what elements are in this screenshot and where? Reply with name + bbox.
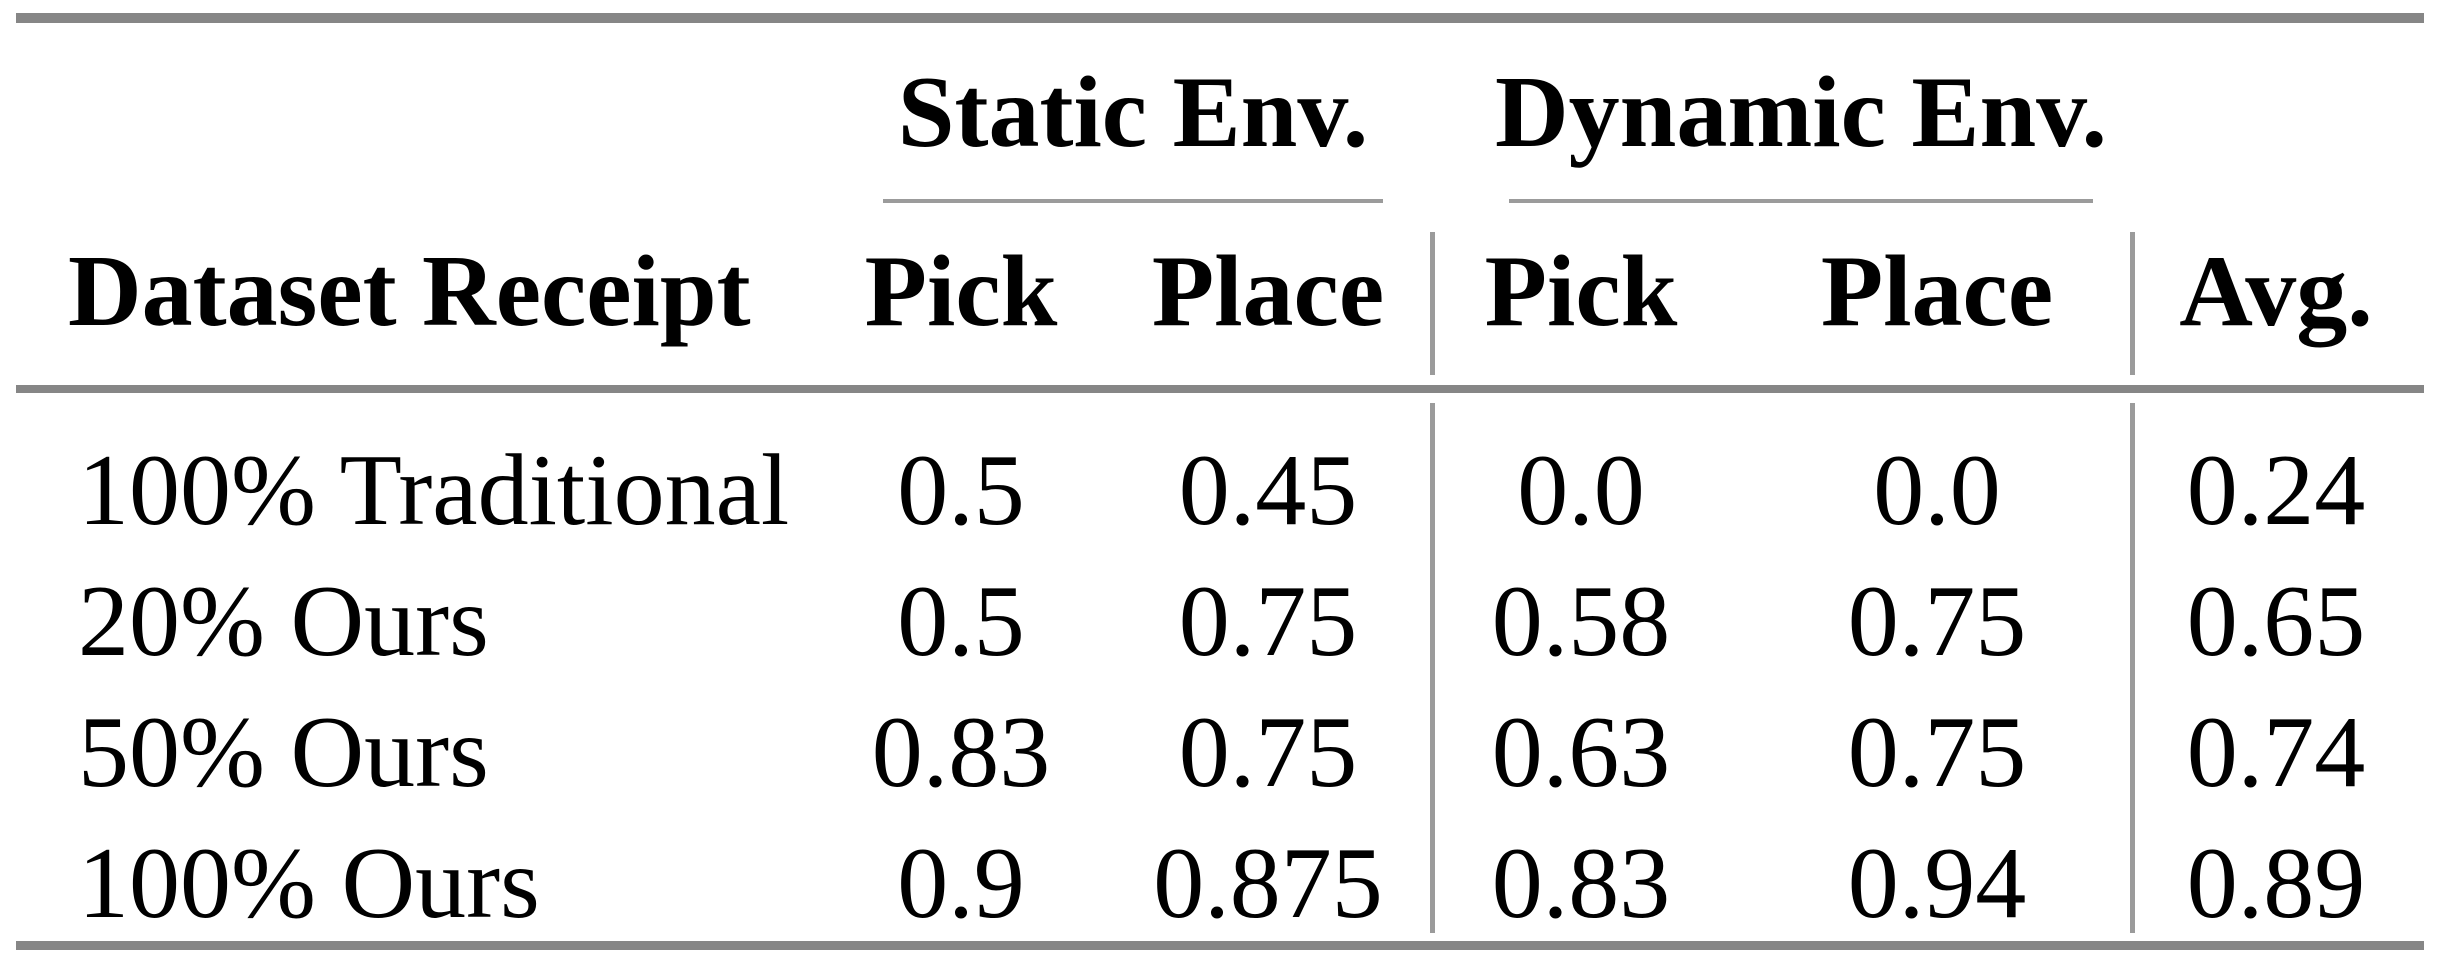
- cell-dynamic-pick: 0.83: [1491, 827, 1671, 940]
- cell-static-pick: 0.5: [897, 565, 1025, 678]
- column-header-dynamic-place: Place: [1820, 235, 2054, 348]
- cell-avg: 0.74: [2186, 696, 2366, 809]
- row-label: 50% Ours: [78, 696, 489, 809]
- cell-static-pick: 0.5: [897, 434, 1025, 547]
- cell-avg: 0.65: [2186, 565, 2366, 678]
- cell-dynamic-pick: 0.58: [1491, 565, 1671, 678]
- vertical-rule-avg-body: [2130, 403, 2135, 933]
- cell-static-place: 0.45: [1178, 434, 1358, 547]
- cell-dynamic-place: 0.75: [1847, 696, 2027, 809]
- column-header-dataset-receipt: Dataset Receipt: [68, 235, 751, 348]
- static-env-underline: [883, 199, 1383, 203]
- row-label: 100% Ours: [78, 827, 540, 940]
- group-header-static-env: Static Env.: [897, 56, 1369, 169]
- row-label: 20% Ours: [78, 565, 489, 678]
- column-header-dynamic-pick: Pick: [1484, 235, 1678, 348]
- cell-static-pick: 0.83: [871, 696, 1051, 809]
- column-header-avg: Avg.: [2179, 235, 2373, 348]
- dynamic-env-underline: [1509, 199, 2093, 203]
- column-header-static-pick: Pick: [864, 235, 1058, 348]
- header-body-midrule: [16, 385, 2424, 393]
- cell-dynamic-place: 0.94: [1847, 827, 2027, 940]
- row-label: 100% Traditional: [78, 434, 790, 547]
- bottom-rule: [16, 941, 2424, 950]
- vertical-rule-avg-header: [2130, 232, 2135, 375]
- cell-dynamic-place: 0.75: [1847, 565, 2027, 678]
- top-rule: [16, 13, 2424, 23]
- cell-static-place: 0.875: [1153, 827, 1383, 940]
- cell-avg: 0.24: [2186, 434, 2366, 547]
- cell-avg: 0.89: [2186, 827, 2366, 940]
- cell-static-place: 0.75: [1178, 696, 1358, 809]
- vertical-rule-static-dynamic-header: [1430, 232, 1435, 375]
- cell-dynamic-place: 0.0: [1873, 434, 2001, 547]
- group-header-dynamic-env: Dynamic Env.: [1494, 56, 2108, 169]
- vertical-rule-static-dynamic-body: [1430, 403, 1435, 933]
- column-header-static-place: Place: [1151, 235, 1385, 348]
- cell-static-pick: 0.9: [897, 827, 1025, 940]
- cell-dynamic-pick: 0.63: [1491, 696, 1671, 809]
- cell-static-place: 0.75: [1178, 565, 1358, 678]
- cell-dynamic-pick: 0.0: [1517, 434, 1645, 547]
